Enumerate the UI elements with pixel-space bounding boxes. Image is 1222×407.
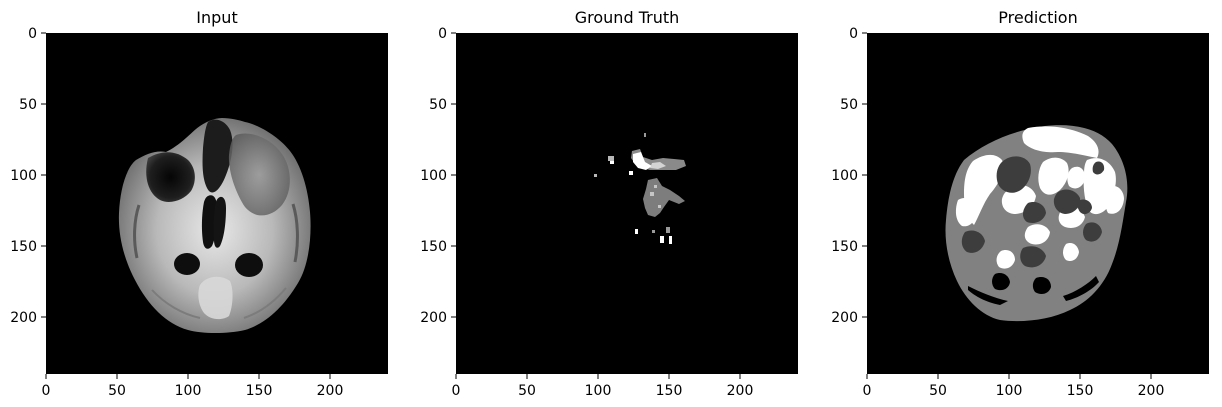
y-tick-label: 100 (420, 168, 447, 184)
x-tick-label: 0 (863, 383, 872, 399)
x-axis: 0 50 100 150 200 (452, 374, 754, 399)
y-axis: 0 50 100 150 200 (420, 26, 456, 326)
x-tick-label: 50 (108, 383, 126, 399)
x-axis: 0 50 100 150 200 (42, 374, 344, 399)
segmentation-mask (594, 133, 686, 244)
x-tick-label: 50 (929, 383, 947, 399)
mri-image (118, 118, 311, 333)
panel-input: Input 0 50 100 150 (10, 8, 388, 399)
y-axis: 0 50 100 150 200 (831, 26, 867, 326)
x-tick-label: 150 (1067, 383, 1094, 399)
y-tick-label: 200 (831, 310, 858, 326)
panel-title: Prediction (998, 8, 1077, 27)
y-tick-label: 50 (19, 97, 37, 113)
x-tick-label: 150 (246, 383, 273, 399)
panel-title: Ground Truth (575, 8, 680, 27)
y-tick-label: 200 (420, 310, 447, 326)
y-tick-label: 0 (849, 26, 858, 42)
x-tick-label: 200 (727, 383, 754, 399)
x-tick-label: 100 (585, 383, 612, 399)
y-tick-label: 100 (10, 168, 37, 184)
x-tick-label: 200 (1138, 383, 1165, 399)
y-axis: 0 50 100 150 200 (10, 26, 46, 326)
y-tick-label: 200 (10, 310, 37, 326)
y-tick-label: 0 (28, 26, 37, 42)
y-tick-label: 150 (831, 239, 858, 255)
x-tick-label: 100 (996, 383, 1023, 399)
panel-ground-truth: Ground Truth 0 (420, 8, 798, 399)
y-tick-label: 150 (420, 239, 447, 255)
x-tick-label: 0 (452, 383, 461, 399)
y-tick-label: 50 (840, 97, 858, 113)
prediction-mask (945, 125, 1128, 322)
y-tick-label: 100 (831, 168, 858, 184)
y-tick-label: 50 (429, 97, 447, 113)
x-tick-label: 200 (317, 383, 344, 399)
y-tick-label: 0 (438, 26, 447, 42)
x-tick-label: 150 (656, 383, 683, 399)
x-tick-label: 50 (518, 383, 536, 399)
x-tick-label: 0 (42, 383, 51, 399)
y-tick-label: 150 (10, 239, 37, 255)
x-tick-label: 100 (175, 383, 202, 399)
image-area (456, 33, 798, 374)
panel-title: Input (196, 8, 237, 27)
panel-prediction: Prediction (831, 8, 1209, 399)
x-axis: 0 50 100 150 200 (863, 374, 1165, 399)
